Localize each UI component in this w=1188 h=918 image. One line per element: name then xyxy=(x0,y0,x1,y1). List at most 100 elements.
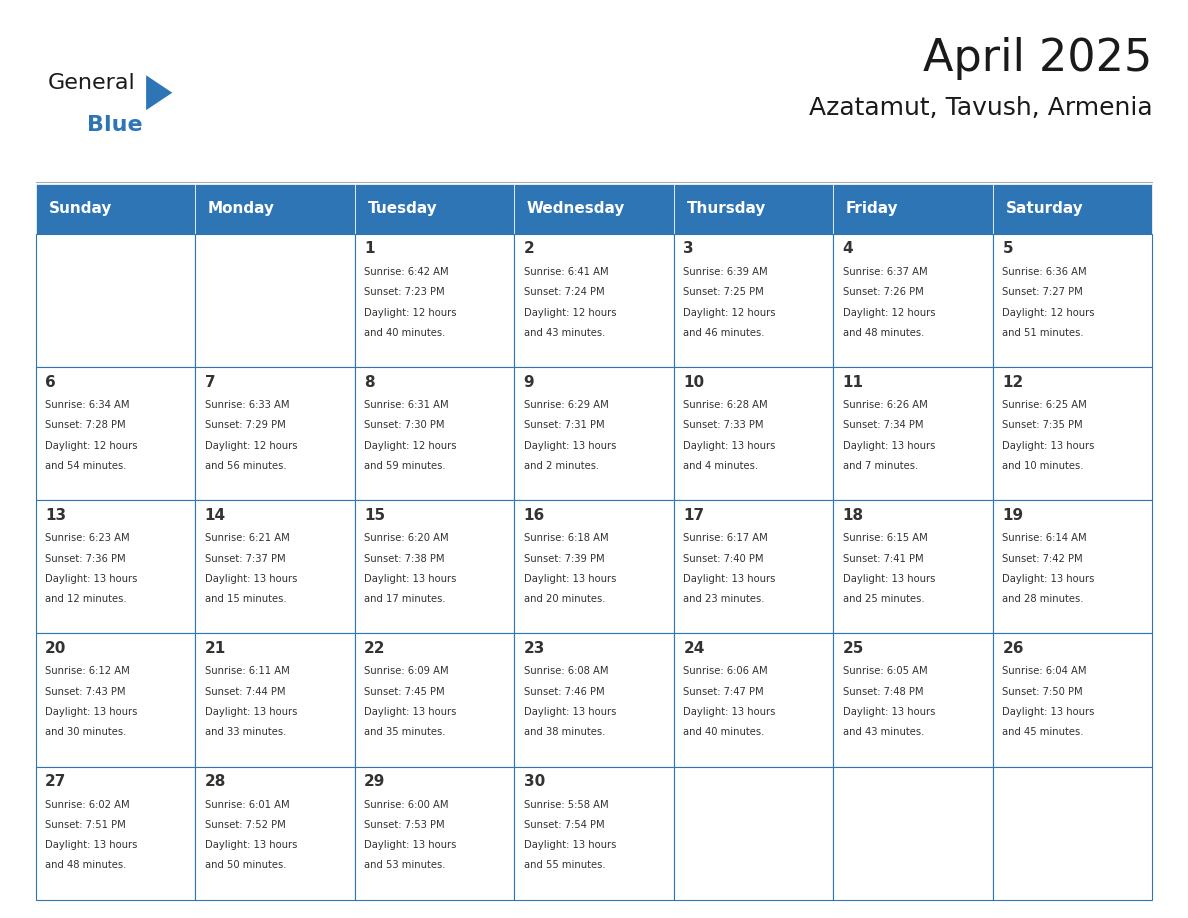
Text: Daylight: 12 hours: Daylight: 12 hours xyxy=(842,308,935,318)
Text: 19: 19 xyxy=(1003,508,1023,522)
Text: Sunrise: 6:41 AM: Sunrise: 6:41 AM xyxy=(524,267,608,277)
Text: Daylight: 13 hours: Daylight: 13 hours xyxy=(1003,441,1094,451)
Text: and 55 minutes.: and 55 minutes. xyxy=(524,860,606,870)
Text: Sunset: 7:26 PM: Sunset: 7:26 PM xyxy=(842,287,923,297)
Text: 17: 17 xyxy=(683,508,704,522)
Text: Daylight: 12 hours: Daylight: 12 hours xyxy=(524,308,617,318)
Text: Sunrise: 6:34 AM: Sunrise: 6:34 AM xyxy=(45,400,129,410)
Text: Sunrise: 6:33 AM: Sunrise: 6:33 AM xyxy=(204,400,289,410)
Text: Sunset: 7:53 PM: Sunset: 7:53 PM xyxy=(365,820,444,830)
FancyBboxPatch shape xyxy=(833,367,993,500)
Text: and 12 minutes.: and 12 minutes. xyxy=(45,594,127,604)
Text: and 7 minutes.: and 7 minutes. xyxy=(842,461,918,471)
FancyBboxPatch shape xyxy=(355,234,514,367)
Text: Sunrise: 6:12 AM: Sunrise: 6:12 AM xyxy=(45,666,129,677)
Text: 29: 29 xyxy=(365,774,386,789)
Text: and 35 minutes.: and 35 minutes. xyxy=(365,727,446,737)
Text: 8: 8 xyxy=(365,375,375,389)
Text: April 2025: April 2025 xyxy=(923,37,1152,80)
Text: Sunset: 7:43 PM: Sunset: 7:43 PM xyxy=(45,687,126,697)
Text: Sunset: 7:34 PM: Sunset: 7:34 PM xyxy=(842,420,923,431)
Text: Sunrise: 6:23 AM: Sunrise: 6:23 AM xyxy=(45,533,129,543)
Text: and 48 minutes.: and 48 minutes. xyxy=(842,328,924,338)
Text: Sunset: 7:48 PM: Sunset: 7:48 PM xyxy=(842,687,923,697)
Text: Sunset: 7:46 PM: Sunset: 7:46 PM xyxy=(524,687,605,697)
Text: Blue: Blue xyxy=(87,115,143,135)
Text: and 40 minutes.: and 40 minutes. xyxy=(365,328,446,338)
FancyBboxPatch shape xyxy=(674,633,833,767)
Text: 4: 4 xyxy=(842,241,853,256)
Text: Sunset: 7:25 PM: Sunset: 7:25 PM xyxy=(683,287,764,297)
Text: and 59 minutes.: and 59 minutes. xyxy=(365,461,446,471)
Text: and 25 minutes.: and 25 minutes. xyxy=(842,594,924,604)
Text: 3: 3 xyxy=(683,241,694,256)
Text: Daylight: 13 hours: Daylight: 13 hours xyxy=(524,441,617,451)
FancyBboxPatch shape xyxy=(36,234,195,367)
FancyBboxPatch shape xyxy=(195,367,355,500)
Text: 9: 9 xyxy=(524,375,535,389)
Text: Sunrise: 6:42 AM: Sunrise: 6:42 AM xyxy=(365,267,449,277)
FancyBboxPatch shape xyxy=(833,767,993,900)
Text: 12: 12 xyxy=(1003,375,1024,389)
Text: and 45 minutes.: and 45 minutes. xyxy=(1003,727,1083,737)
Text: General: General xyxy=(48,73,135,94)
Text: and 20 minutes.: and 20 minutes. xyxy=(524,594,605,604)
Text: Sunrise: 6:01 AM: Sunrise: 6:01 AM xyxy=(204,800,290,810)
Text: Sunset: 7:27 PM: Sunset: 7:27 PM xyxy=(1003,287,1083,297)
Text: and 50 minutes.: and 50 minutes. xyxy=(204,860,286,870)
Text: 16: 16 xyxy=(524,508,545,522)
Text: Daylight: 13 hours: Daylight: 13 hours xyxy=(365,574,456,584)
Text: and 33 minutes.: and 33 minutes. xyxy=(204,727,286,737)
Text: 30: 30 xyxy=(524,774,545,789)
FancyBboxPatch shape xyxy=(833,234,993,367)
Text: Sunset: 7:41 PM: Sunset: 7:41 PM xyxy=(842,554,923,564)
Text: Sunrise: 6:09 AM: Sunrise: 6:09 AM xyxy=(365,666,449,677)
Text: and 54 minutes.: and 54 minutes. xyxy=(45,461,127,471)
Text: and 2 minutes.: and 2 minutes. xyxy=(524,461,599,471)
Text: Sunrise: 6:28 AM: Sunrise: 6:28 AM xyxy=(683,400,767,410)
Text: and 43 minutes.: and 43 minutes. xyxy=(842,727,924,737)
FancyBboxPatch shape xyxy=(355,184,514,234)
Text: and 56 minutes.: and 56 minutes. xyxy=(204,461,286,471)
FancyBboxPatch shape xyxy=(674,367,833,500)
Text: Sunrise: 6:39 AM: Sunrise: 6:39 AM xyxy=(683,267,767,277)
Text: Sunrise: 6:06 AM: Sunrise: 6:06 AM xyxy=(683,666,767,677)
Text: Daylight: 13 hours: Daylight: 13 hours xyxy=(524,707,617,717)
Text: Sunset: 7:40 PM: Sunset: 7:40 PM xyxy=(683,554,764,564)
Text: 1: 1 xyxy=(365,241,374,256)
Text: Daylight: 13 hours: Daylight: 13 hours xyxy=(204,707,297,717)
Text: Sunset: 7:45 PM: Sunset: 7:45 PM xyxy=(365,687,444,697)
Text: Sunset: 7:54 PM: Sunset: 7:54 PM xyxy=(524,820,605,830)
Text: Sunrise: 6:25 AM: Sunrise: 6:25 AM xyxy=(1003,400,1087,410)
Text: Sunset: 7:33 PM: Sunset: 7:33 PM xyxy=(683,420,764,431)
Text: Sunset: 7:31 PM: Sunset: 7:31 PM xyxy=(524,420,605,431)
FancyBboxPatch shape xyxy=(514,633,674,767)
Text: and 48 minutes.: and 48 minutes. xyxy=(45,860,126,870)
Text: and 43 minutes.: and 43 minutes. xyxy=(524,328,605,338)
Text: Daylight: 13 hours: Daylight: 13 hours xyxy=(45,574,138,584)
Text: Sunset: 7:36 PM: Sunset: 7:36 PM xyxy=(45,554,126,564)
FancyBboxPatch shape xyxy=(195,234,355,367)
Text: and 46 minutes.: and 46 minutes. xyxy=(683,328,765,338)
FancyBboxPatch shape xyxy=(514,767,674,900)
Text: 5: 5 xyxy=(1003,241,1013,256)
Text: Daylight: 12 hours: Daylight: 12 hours xyxy=(1003,308,1095,318)
Text: and 10 minutes.: and 10 minutes. xyxy=(1003,461,1083,471)
FancyBboxPatch shape xyxy=(674,234,833,367)
Text: Sunday: Sunday xyxy=(49,201,112,217)
Text: Sunrise: 6:36 AM: Sunrise: 6:36 AM xyxy=(1003,267,1087,277)
Text: 2: 2 xyxy=(524,241,535,256)
Text: Daylight: 13 hours: Daylight: 13 hours xyxy=(1003,707,1094,717)
FancyBboxPatch shape xyxy=(195,184,355,234)
FancyBboxPatch shape xyxy=(355,633,514,767)
FancyBboxPatch shape xyxy=(514,184,674,234)
Text: 28: 28 xyxy=(204,774,226,789)
Text: Sunset: 7:37 PM: Sunset: 7:37 PM xyxy=(204,554,285,564)
Text: 6: 6 xyxy=(45,375,56,389)
FancyBboxPatch shape xyxy=(993,367,1152,500)
Text: Sunrise: 6:08 AM: Sunrise: 6:08 AM xyxy=(524,666,608,677)
Text: and 23 minutes.: and 23 minutes. xyxy=(683,594,765,604)
Text: and 38 minutes.: and 38 minutes. xyxy=(524,727,605,737)
Text: Sunset: 7:23 PM: Sunset: 7:23 PM xyxy=(365,287,444,297)
Text: Sunset: 7:51 PM: Sunset: 7:51 PM xyxy=(45,820,126,830)
